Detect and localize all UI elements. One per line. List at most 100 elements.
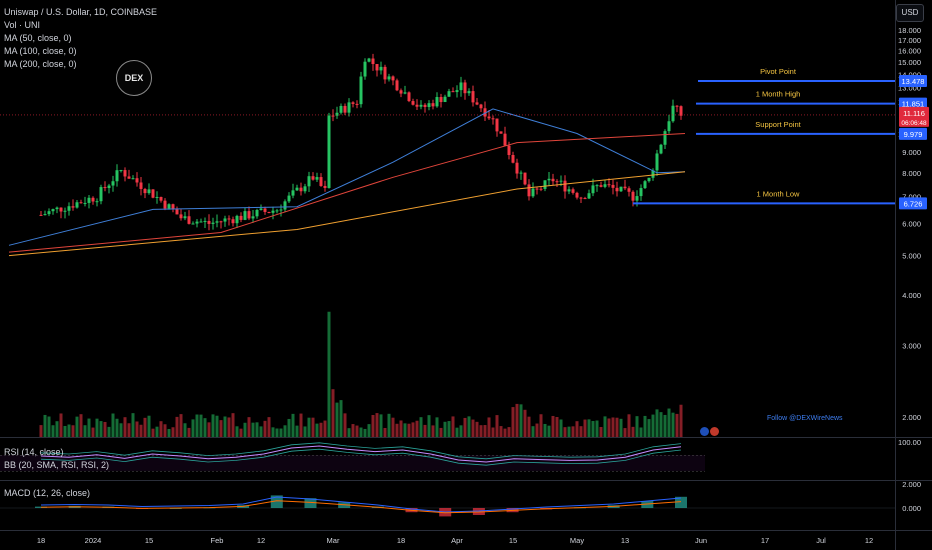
candle bbox=[651, 170, 655, 178]
currency-button[interactable]: USD bbox=[896, 4, 924, 22]
candle bbox=[471, 91, 475, 103]
indicator-ma100[interactable]: MA (100, close, 0) bbox=[4, 46, 77, 56]
volume-bar bbox=[87, 418, 91, 437]
volume-bar bbox=[135, 421, 139, 437]
candle bbox=[607, 184, 611, 186]
volume-bar bbox=[259, 426, 263, 437]
volume-bar bbox=[295, 425, 299, 437]
volume-bar bbox=[519, 404, 523, 437]
macd-hist-bar bbox=[675, 496, 687, 508]
volume-bar bbox=[163, 424, 167, 437]
volume-bar bbox=[175, 416, 179, 437]
macd-signal-line bbox=[40, 500, 682, 514]
level-price-tag bbox=[899, 97, 927, 110]
candle bbox=[627, 188, 631, 192]
candle bbox=[403, 92, 407, 94]
current-price-tag bbox=[899, 106, 929, 127]
candle bbox=[431, 103, 435, 107]
volume-bar bbox=[479, 425, 483, 437]
volume-bar bbox=[415, 420, 419, 437]
candle bbox=[239, 215, 243, 220]
candle bbox=[443, 96, 447, 103]
candle bbox=[531, 188, 535, 197]
candle bbox=[495, 118, 499, 132]
dex-logo: DEX bbox=[116, 60, 152, 96]
candle bbox=[175, 209, 179, 215]
candle bbox=[391, 76, 395, 81]
volume-bar bbox=[291, 413, 295, 437]
indicator-ma50[interactable]: MA (50, close, 0) bbox=[4, 33, 72, 43]
candle bbox=[367, 58, 371, 62]
candle bbox=[95, 201, 99, 203]
candle bbox=[259, 208, 263, 210]
candle bbox=[455, 90, 459, 93]
candle bbox=[195, 221, 199, 224]
current-price-text: 11.116 bbox=[903, 109, 925, 118]
candle bbox=[419, 104, 423, 107]
candle bbox=[139, 182, 143, 189]
candle bbox=[667, 121, 671, 132]
volume-bar bbox=[279, 428, 283, 437]
candle bbox=[371, 58, 375, 65]
volume-bar bbox=[639, 427, 643, 437]
candle bbox=[375, 64, 379, 71]
volume-bar bbox=[463, 417, 467, 437]
volume-bar bbox=[323, 420, 327, 437]
candle bbox=[311, 176, 315, 180]
level-label: Pivot Point bbox=[760, 67, 797, 76]
candle bbox=[83, 202, 87, 204]
volume-bar bbox=[599, 427, 603, 437]
volume-bar bbox=[471, 419, 475, 437]
volume-bar bbox=[287, 418, 291, 437]
indicator-ma200[interactable]: MA (200, close, 0) bbox=[4, 59, 77, 69]
candle bbox=[359, 76, 363, 105]
volume-bar bbox=[539, 414, 543, 437]
volume-bar bbox=[307, 417, 311, 437]
candle bbox=[511, 154, 515, 163]
volume-bar bbox=[379, 414, 383, 437]
ma-line-3 bbox=[8, 171, 686, 257]
volume-bar bbox=[663, 414, 667, 437]
y-tick-label: 13.000 bbox=[898, 83, 921, 92]
y-tick-label: 4.000 bbox=[902, 291, 921, 300]
candle bbox=[503, 133, 507, 146]
macd-y-tick: 2.000 bbox=[902, 480, 921, 489]
countdown-text: 06:06:48 bbox=[901, 120, 927, 127]
candle bbox=[39, 214, 43, 216]
candle bbox=[67, 206, 71, 211]
indicator-volume[interactable]: Vol · UNI bbox=[4, 20, 41, 30]
volume-bar bbox=[499, 426, 503, 437]
candle bbox=[127, 176, 131, 179]
volume-bar bbox=[91, 427, 95, 437]
candle bbox=[671, 105, 675, 122]
volume-bar bbox=[475, 421, 479, 437]
macd-hist-bar bbox=[304, 498, 317, 508]
volume-bar bbox=[111, 413, 115, 437]
volume-bar bbox=[527, 416, 531, 437]
level-label: 1 Month High bbox=[756, 90, 801, 99]
rsi-label: RSI (14, close) bbox=[4, 447, 64, 457]
volume-bar bbox=[327, 311, 331, 437]
volume-bar bbox=[591, 420, 595, 437]
volume-bar bbox=[615, 417, 619, 437]
volume-bar bbox=[55, 421, 59, 437]
candle bbox=[483, 108, 487, 117]
candle bbox=[135, 178, 139, 183]
volume-bar bbox=[411, 422, 415, 437]
volume-bar bbox=[155, 426, 159, 437]
candle bbox=[487, 116, 491, 119]
candle bbox=[315, 177, 319, 180]
volume-bar bbox=[283, 425, 287, 437]
volume-bar bbox=[439, 427, 443, 437]
bb-upper-line bbox=[40, 442, 682, 460]
candle bbox=[215, 221, 219, 223]
volume-bar bbox=[435, 417, 439, 437]
candle bbox=[411, 101, 415, 105]
volume-bar bbox=[299, 413, 303, 437]
x-tick-label: 18 bbox=[397, 536, 405, 545]
candle bbox=[479, 104, 483, 109]
macd-label: MACD (12, 26, close) bbox=[4, 488, 91, 498]
volume-bar bbox=[203, 418, 207, 437]
